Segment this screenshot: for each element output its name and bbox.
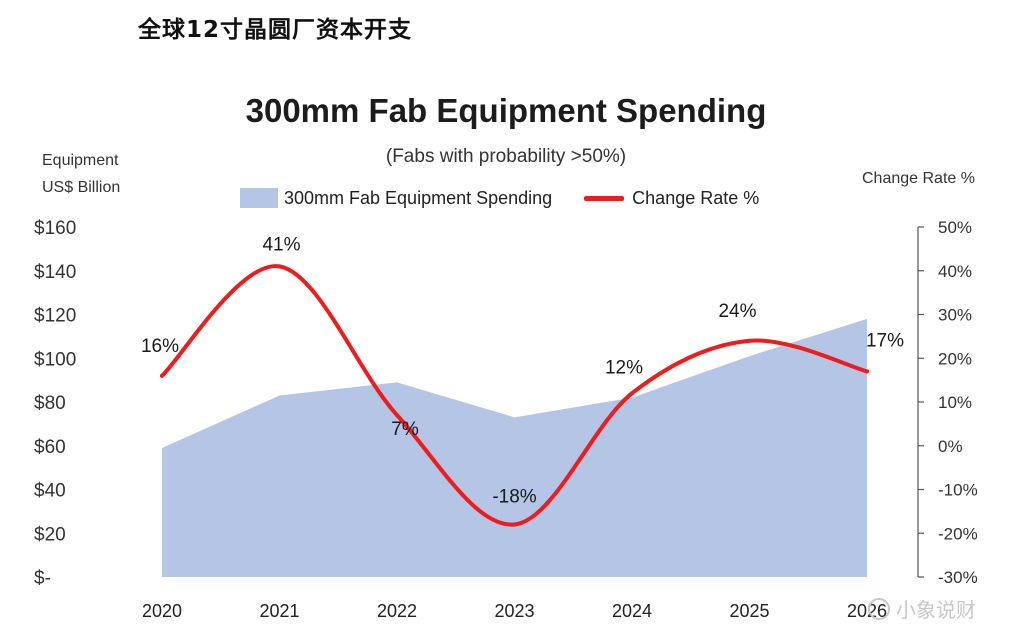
line-point [160,373,164,378]
change-rate-data-label: 41% [262,234,300,255]
legend-label-spending: 300mm Fab Equipment Spending [284,187,553,208]
left-tick-label: $160 [34,218,76,239]
left-axis-label: Equipment US$ Billion [42,147,120,201]
x-tick-label: 2022 [377,601,417,621]
change-rate-data-label: 16% [141,336,179,357]
left-tick-label: $- [34,568,51,589]
left-tick-label: $40 [34,481,66,502]
right-tick-label: -30% [938,568,978,587]
change-rate-data-label: 24% [718,301,756,322]
chart-subtitle: (Fabs with probability >50%) [385,146,627,167]
watermark: 小象说财 [868,594,976,623]
page-heading: 全球12寸晶圆厂资本开支 [138,17,413,43]
watermark-logo-icon [868,597,890,620]
left-tick-label: $80 [34,393,66,414]
left-tick-label: $140 [34,262,76,283]
line-point [395,413,399,418]
x-tick-label: 2025 [729,601,769,621]
right-tick-label: 40% [938,262,972,281]
left-tick-label: $20 [34,524,66,545]
legend-label-change-rate: Change Rate % [632,187,760,208]
left-axis-label-line2: US$ Billion [42,179,121,196]
right-tick-label: -20% [938,524,978,543]
change-rate-data-label: 12% [605,357,643,378]
area-series-spending [162,318,867,577]
line-point [512,522,517,527]
line-point [277,264,282,269]
x-tick-label: 2024 [612,601,652,621]
x-tick-label: 2021 [259,601,299,621]
chart-legend: 300mm Fab Equipment Spending Change Rate… [240,185,759,211]
right-tick-label: 10% [938,393,972,412]
left-tick-label: $100 [34,349,76,370]
legend-swatch-area [240,188,278,208]
x-tick-label: 2020 [142,601,182,621]
change-rate-data-label: -18% [492,487,536,508]
right-tick-label: -10% [938,481,978,500]
line-point [865,369,869,374]
line-point [630,391,634,396]
right-tick-label: 20% [938,349,972,368]
right-tick-label: 0% [938,437,963,456]
left-tick-label: $60 [34,437,66,458]
right-tick-label: 50% [938,218,972,237]
change-rate-data-label: 17% [866,330,904,351]
right-axis-label: Change Rate % [862,170,975,187]
right-tick-label: 30% [938,306,972,325]
legend-swatch-line [584,195,625,201]
left-tick-label: $120 [34,306,76,327]
left-axis-label-line1: Equipment [42,152,119,169]
x-tick-label: 2023 [494,601,534,621]
change-rate-data-label: 7% [391,419,419,440]
watermark-text: 小象说财 [896,598,976,622]
line-point [747,338,752,343]
chart-title: 300mm Fab Equipment Spending [245,92,767,129]
